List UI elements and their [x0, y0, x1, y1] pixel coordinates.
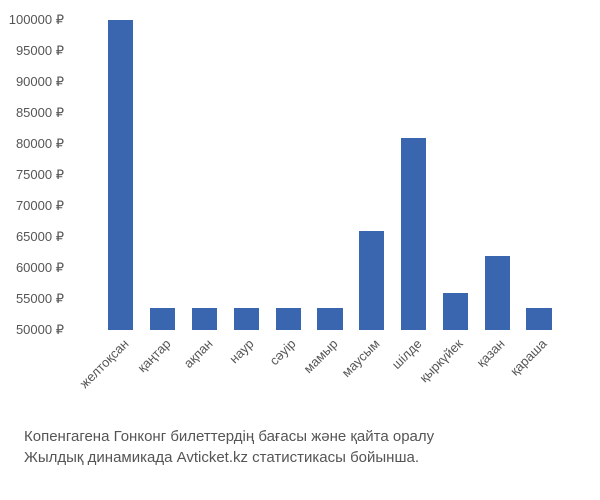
bar: [443, 293, 468, 330]
x-label-slot: маусым: [351, 330, 393, 420]
bar: [192, 308, 217, 330]
y-tick-label: 55000 ₽: [16, 291, 64, 307]
caption-line-1: Копенгагена Гонконг билеттердің бағасы ж…: [24, 426, 576, 447]
x-label-slot: наур: [225, 330, 267, 420]
bar-slot: [476, 20, 518, 330]
chart-caption: Копенгагена Гонконг билеттердің бағасы ж…: [20, 426, 580, 468]
x-tick-label: желтоқсан: [77, 336, 132, 391]
y-tick-label: 50000 ₽: [16, 322, 64, 338]
bar: [276, 308, 301, 330]
bar: [317, 308, 342, 330]
bar: [359, 231, 384, 330]
y-tick-label: 100000 ₽: [9, 12, 64, 28]
y-tick-label: 75000 ₽: [16, 167, 64, 183]
x-label-slot: сәуір: [267, 330, 309, 420]
bar: [485, 256, 510, 330]
x-axis-labels: желтоқсанқаңтарақпаннаурсәуірмамырмаусым…: [100, 330, 560, 420]
x-label-slot: қазан: [476, 330, 518, 420]
chart-container: 50000 ₽ 55000 ₽ 60000 ₽ 65000 ₽ 70000 ₽ 75000…: [0, 0, 600, 500]
x-label-slot: қыркүйек: [435, 330, 477, 420]
x-tick-label: шілде: [388, 336, 424, 372]
y-tick-label: 85000 ₽: [16, 105, 64, 121]
bar-slot: [393, 20, 435, 330]
y-tick-label: 65000 ₽: [16, 229, 64, 245]
bar: [401, 138, 426, 330]
caption-line-2: Жылдық динамикада Avticket.kz статистика…: [24, 447, 576, 468]
bar: [234, 308, 259, 330]
bar-slot: [184, 20, 226, 330]
y-tick-label: 70000 ₽: [16, 198, 64, 214]
y-tick-label: 90000 ₽: [16, 74, 64, 90]
x-label-slot: қаңтар: [142, 330, 184, 420]
x-label-slot: желтоқсан: [100, 330, 142, 420]
x-tick-label: қазан: [474, 336, 508, 370]
bar-slot: [225, 20, 267, 330]
y-tick-label: 60000 ₽: [16, 260, 64, 276]
x-tick-label: наур: [227, 336, 257, 366]
bar-slot: [435, 20, 477, 330]
x-tick-label: ақпан: [180, 336, 215, 371]
y-tick-label: 80000 ₽: [16, 136, 64, 152]
bar-slot: [351, 20, 393, 330]
x-tick-label: сәуір: [267, 336, 299, 368]
bars-group: [100, 20, 560, 330]
bar-slot: [267, 20, 309, 330]
x-label-slot: қараша: [518, 330, 560, 420]
bar: [108, 20, 133, 330]
bar-slot: [142, 20, 184, 330]
bar: [526, 308, 551, 330]
bar-slot: [309, 20, 351, 330]
plot-area: [100, 20, 560, 330]
bar-slot: [518, 20, 560, 330]
x-label-slot: ақпан: [184, 330, 226, 420]
y-axis: 50000 ₽55000 ₽60000 ₽65000 ₽70000 ₽75000…: [0, 20, 72, 330]
bar-slot: [100, 20, 142, 330]
y-tick-label: 95000 ₽: [16, 43, 64, 59]
bar: [150, 308, 175, 330]
